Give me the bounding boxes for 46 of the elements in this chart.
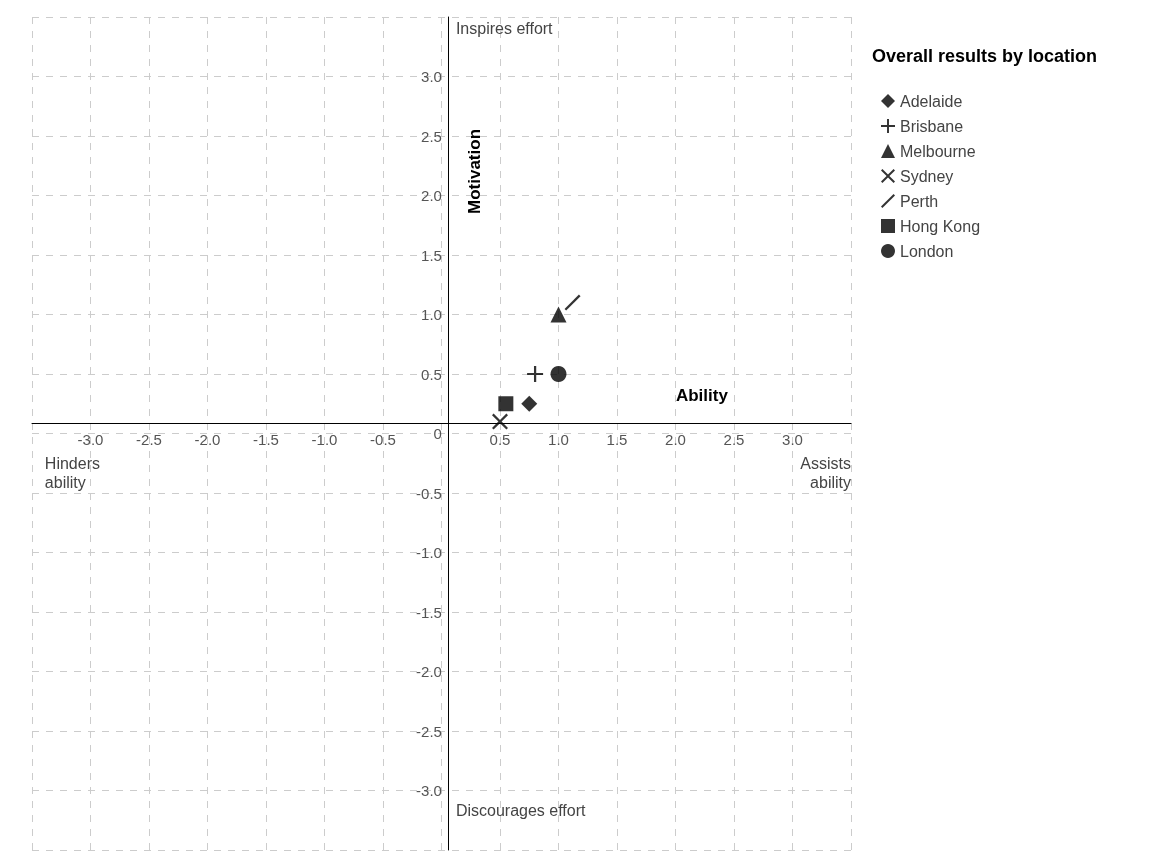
y-tick-label: 2.0 <box>421 187 442 204</box>
point <box>498 396 514 412</box>
y-tick-label: 1.5 <box>421 246 442 264</box>
legend-label: London <box>900 242 954 260</box>
x-axis-title: Ability <box>675 385 729 405</box>
annotation: Discourages effort <box>455 802 587 819</box>
y-tick-label: -0.5 <box>416 484 442 502</box>
x-tick-label: 1.5 <box>606 430 628 448</box>
y-tick-label: -1.5 <box>416 603 442 621</box>
annotation: Assists ability <box>800 454 851 491</box>
y-tick-label: 1.0 <box>421 306 442 323</box>
y-axis-title: Motivation <box>465 128 485 214</box>
x-tick-label: 0.5 <box>489 430 511 448</box>
point <box>550 366 567 382</box>
y-tick-label: -2.5 <box>416 722 442 740</box>
y-tick-label: 3.0 <box>421 68 442 85</box>
x-tick-label: 2.0 <box>665 430 686 448</box>
point <box>550 306 567 323</box>
x-tick-label: 3.0 <box>782 430 803 448</box>
annotation: Hinders ability <box>44 454 100 491</box>
y-tick-label: 2.5 <box>421 127 442 145</box>
legend-label: Melbourne <box>900 142 976 160</box>
legend-label: Perth <box>900 192 939 210</box>
y-tick-label: -3.0 <box>416 782 442 799</box>
x-tick-label: -1.5 <box>253 430 279 448</box>
y-tick-label: -1.0 <box>416 544 442 561</box>
legend-title: Overall results by location <box>872 46 1098 66</box>
point <box>492 413 508 430</box>
x-tick-label: -2.5 <box>136 430 162 448</box>
x-tick-label: -1.0 <box>311 430 338 448</box>
point <box>527 366 544 382</box>
legend-label: Brisbane <box>900 117 964 135</box>
point <box>564 294 581 311</box>
y-tick-label: -2.0 <box>416 663 442 680</box>
annotation: Inspires effort <box>455 20 554 37</box>
legend-label: Hong Kong <box>900 217 981 235</box>
legend-label: Adelaide <box>900 92 963 110</box>
x-tick-label: -2.0 <box>194 430 221 448</box>
x-tick-label: 1.0 <box>548 430 569 448</box>
y-tick-label: 0.5 <box>421 365 442 383</box>
point <box>521 395 538 412</box>
x-tick-label: -0.5 <box>370 430 396 448</box>
legend-label: Sydney <box>900 167 954 185</box>
x-tick-label: 2.5 <box>723 430 745 448</box>
x-tick-label: -3.0 <box>77 430 104 448</box>
y-tick-label: 0 <box>433 425 442 442</box>
